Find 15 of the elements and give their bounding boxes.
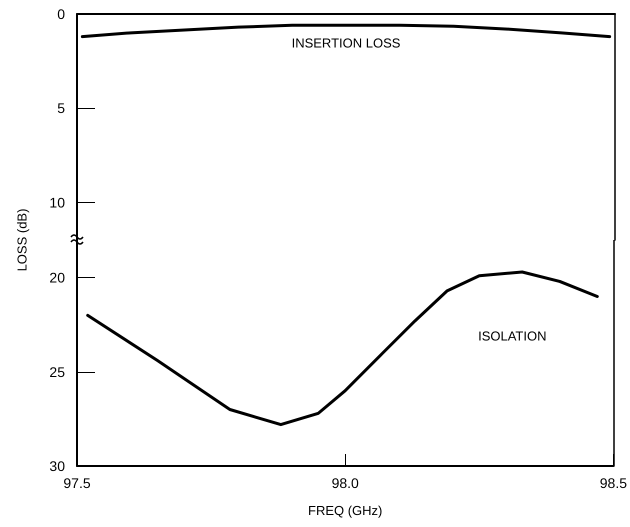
text: ISOLATION xyxy=(478,328,546,344)
y-tick-label: 0 xyxy=(57,6,66,22)
y-tick-label: 10 xyxy=(49,194,66,210)
y-tick-label: 30 xyxy=(49,458,66,474)
line-series xyxy=(86,270,599,426)
y-axis-title: LOSS (dB) xyxy=(14,208,30,272)
x-tick-label: 98.0 xyxy=(332,475,360,491)
y-tick-label: 25 xyxy=(49,364,66,380)
line-series xyxy=(80,24,612,38)
x-tick-label: 98.5 xyxy=(600,475,628,491)
x-tick-label: 97.5 xyxy=(63,475,91,491)
y-tick-label: 5 xyxy=(57,100,66,116)
series-label: INSERTION LOSS xyxy=(292,35,401,50)
y-tick-label: 20 xyxy=(49,270,66,286)
x-axis-title: FREQ (GHz) xyxy=(308,503,382,518)
